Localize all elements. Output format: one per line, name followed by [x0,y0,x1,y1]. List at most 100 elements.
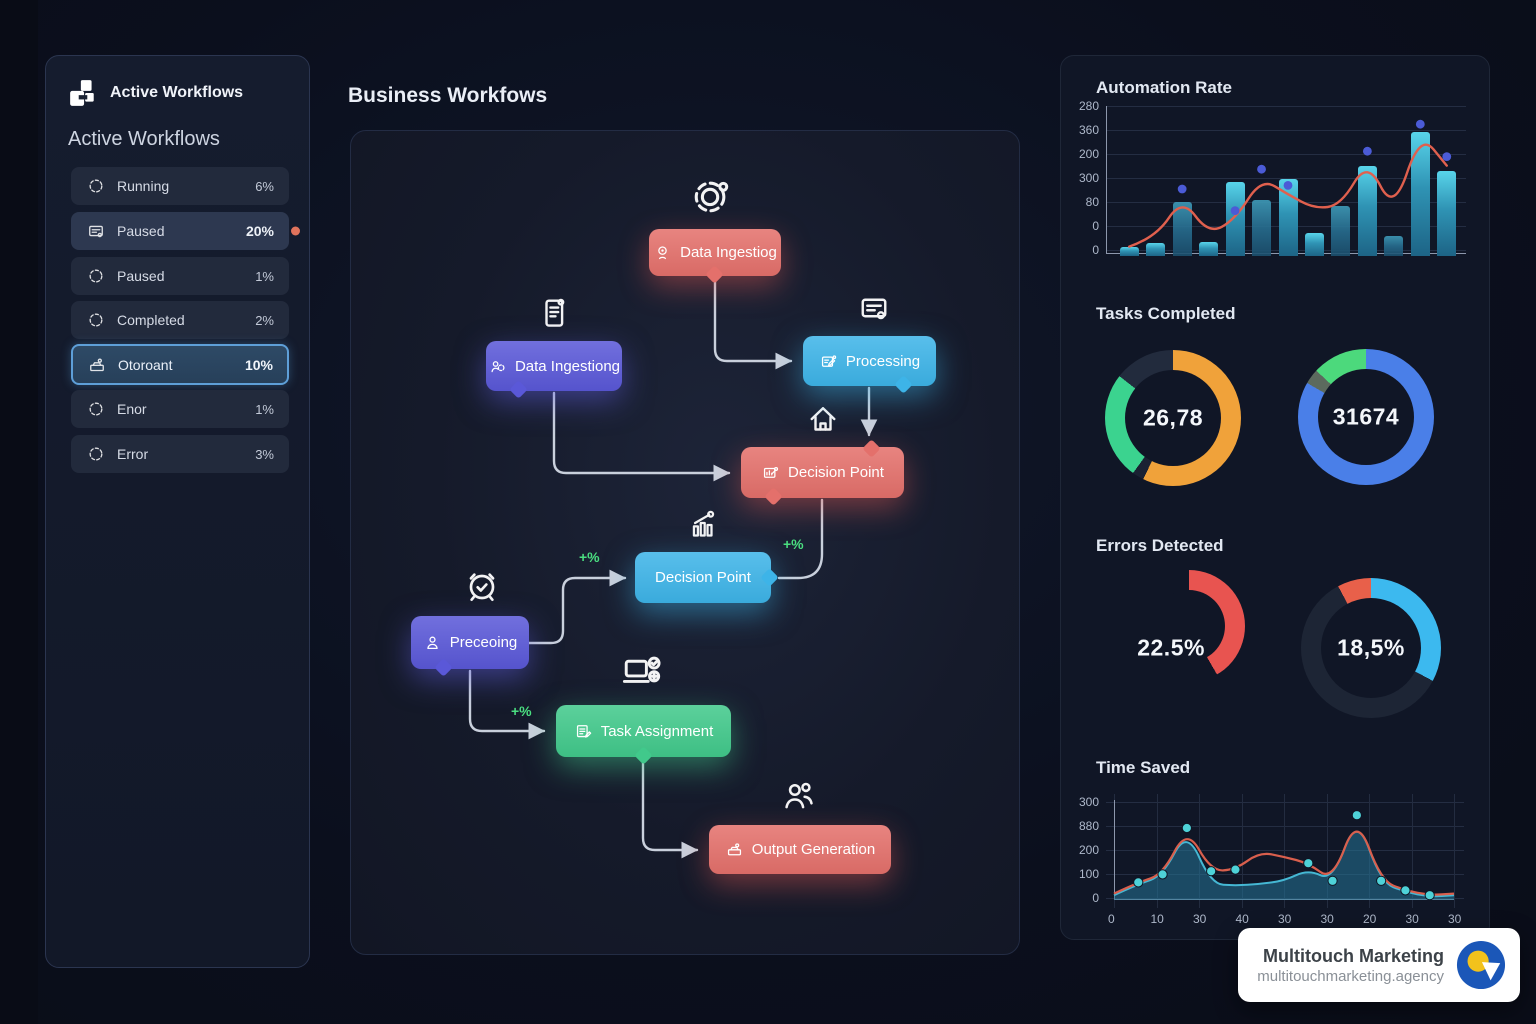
gridline [1284,794,1285,908]
flow-node-label: Decision Point [788,464,884,481]
data-point [1351,810,1362,821]
errors-detected-title: Errors Detected [1096,536,1224,555]
x-tick-label: 30 [1193,912,1207,926]
data-point [1230,864,1241,875]
sidebar-item-paused[interactable]: Paused 1% [71,257,289,295]
x-tick-label: 30 [1448,912,1462,926]
edit-chart-icon [761,463,780,482]
automation-rate-title: Automation Rate [1096,78,1232,97]
data-point [1400,885,1411,896]
flow-node-processing[interactable]: Processing [803,336,936,394]
watermark-card[interactable]: Multitouch Marketing multitouchmarketing… [1238,928,1520,1002]
person-icon [423,633,442,652]
sidebar-item-running[interactable]: Running 6% [71,167,289,205]
doc-edit-icon [574,722,593,741]
gridline [1106,154,1466,155]
flow-node-data-ingestiong[interactable]: Data Ingestiong [486,341,622,399]
flow-node-label: Data Ingestiong [514,357,621,375]
x-tick-label: 30 [1405,912,1419,926]
x-tick-label: 20 [1363,912,1377,926]
sidebar-item-label: Completed [117,312,185,328]
bar [1410,131,1430,256]
analytics-panel: Automation Rate 280 360 200 300 80 0 0 Tasks C… [1060,55,1490,940]
bar [1384,236,1404,256]
donut-gauge: 18,5% [1301,578,1441,718]
data-point [1157,869,1168,880]
x-tick-label: 30 [1278,912,1292,926]
sync-icon [86,444,106,464]
donut-hole [1321,598,1421,698]
donut-value: 31674 [1332,403,1400,430]
x-tick-label: 30 [1320,912,1334,926]
gridline [1106,850,1464,851]
card-icon [856,290,892,331]
data-point [1303,858,1314,869]
flow-node-label: Preceoing [449,634,518,651]
bar [1119,247,1139,256]
y-tick-label: 300 [1078,795,1099,809]
data-point [1206,866,1217,877]
edit-card-icon [819,352,838,371]
bar [1172,202,1192,256]
data-point [1362,146,1372,156]
data-point [1181,822,1192,834]
data-point [1133,877,1144,888]
tasks-completed-title: Tasks Completed [1096,304,1236,323]
y-tick-label: 200 [1078,147,1099,161]
workflow-canvas: Data Ingestiog Data Ingestiong Processing D… [350,130,1020,955]
donut-hole [1153,590,1225,662]
bar [1199,241,1219,256]
trend-line [1128,119,1452,248]
x-tick-label: 10 [1150,912,1164,926]
sidebar-item-label: Enor [117,401,147,417]
flow-node-label: Task Assignment [600,722,714,740]
document-icon [536,295,572,336]
y-tick-label: 880 [1078,819,1099,833]
inbox-icon [725,840,744,859]
donut-value: 22.5% [1137,634,1205,661]
edge-label: +% [579,549,600,565]
edge-decision-decision2 [777,498,824,580]
people-icon [779,777,817,820]
sidebar-item-value: 20% [245,223,274,239]
y-tick-label: 280 [1078,99,1099,113]
watermark-title: Multitouch Marketing [1263,946,1444,967]
sidebar-item-value: 2% [255,312,274,328]
gridline [1454,794,1455,908]
laptop-check-icon [620,651,664,700]
flow-node-decision-point[interactable]: Decision Point [635,552,779,603]
sync-icon [86,266,106,286]
flow-node-output-generation[interactable]: Output Generation [709,825,891,874]
flow-node-task-assignment[interactable]: Task Assignment [556,705,731,765]
gridline [1326,794,1328,908]
data-point [1376,875,1387,886]
gridline [1106,802,1464,803]
sidebar-item-value: 10% [244,356,273,373]
x-tick-label: 40 [1235,912,1249,926]
sidebar-item-error[interactable]: Error 3% [71,435,289,473]
sidebar-item-completed[interactable]: Completed 2% [71,301,289,339]
donut-gauge: 31674 [1298,349,1434,485]
sidebar-item-paused[interactable]: Paused 20% [71,212,300,250]
data-point [1327,875,1338,886]
edge-preceoing-decision2 [527,569,627,645]
sidebar-item-enor[interactable]: Enor 1% [71,390,289,428]
bar [1252,200,1272,256]
y-tick-label: 0 [1092,891,1099,905]
data-point [1283,181,1293,190]
time-saved-series [1113,810,1455,901]
flow-node-data-ingestiog[interactable]: Data Ingestiog [649,229,781,284]
flow-edges [468,276,878,859]
clock-icon [462,566,502,611]
app-logo-icon [70,80,94,106]
time-saved-chart [1106,794,1464,908]
donut-hole [1318,369,1414,465]
sidebar-item-value: 1% [255,401,274,417]
flow-node-decision-point[interactable]: Decision Point [741,439,904,506]
y-tick-label: 80 [1085,195,1099,209]
bar-chart-icon [686,508,720,547]
bar [1357,166,1377,256]
sidebar-item-otoroant[interactable]: Otoroant 10% [71,344,289,385]
flow-node-preceoing[interactable]: Preceoing [411,616,529,677]
sidebar-item-label: Paused [117,223,165,239]
